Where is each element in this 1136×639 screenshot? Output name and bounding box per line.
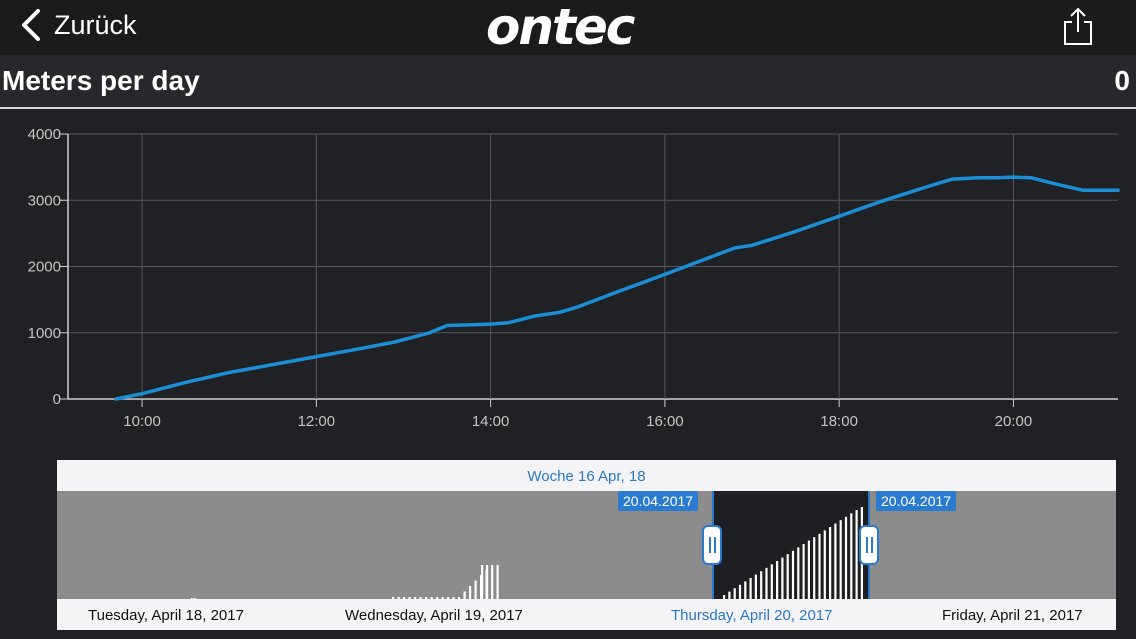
selected-range-window[interactable] [713, 491, 869, 599]
y-tick-label: 2000 [28, 259, 61, 276]
range-end-handle[interactable] [859, 525, 879, 565]
navigator-bar [408, 597, 411, 599]
navigator-bar [194, 598, 197, 599]
navigator-bar [403, 597, 406, 599]
navigator-bar [807, 540, 810, 599]
navigator-bar [844, 516, 848, 599]
range-start-handle[interactable] [702, 525, 722, 565]
navigator-bar [447, 597, 450, 599]
navigator-bar [452, 597, 455, 599]
navigator-bar [425, 597, 428, 599]
navigator-bar [823, 530, 826, 599]
chevron-left-icon [22, 9, 40, 41]
x-tick-label: 12:00 [298, 413, 336, 430]
navigator-bar [834, 523, 837, 599]
navigator-bar [733, 588, 736, 599]
navigator-bar [786, 554, 789, 599]
navigator-bar [749, 578, 752, 599]
navigator-bar [813, 537, 816, 599]
share-icon[interactable] [1062, 6, 1094, 46]
navigator-bar [829, 527, 832, 599]
navigator-bar [797, 547, 800, 599]
x-tick-label: 16:00 [646, 413, 684, 430]
navigator-bar [754, 574, 757, 599]
navigator-bar [791, 550, 795, 599]
x-tick-label: 18:00 [820, 413, 858, 430]
navigator-bar [855, 510, 858, 599]
navigator-bar [481, 565, 484, 599]
navigator-bar [436, 597, 439, 599]
page-title: Meters per day [2, 65, 200, 96]
navigator-bar [839, 520, 842, 599]
navigator-bar [491, 565, 494, 599]
back-label: Zurück [54, 9, 137, 40]
navigator-bar [776, 561, 779, 599]
x-tick-label: 14:00 [472, 413, 510, 430]
navigator-bar [463, 591, 466, 599]
y-tick-label: 1000 [28, 325, 61, 342]
top-navigation-bar: Zurück ontec [0, 0, 1136, 56]
navigator-bar [728, 591, 731, 599]
navigator-bar [486, 565, 489, 599]
navigator-bar [414, 597, 417, 599]
day-label-friday[interactable]: Friday, April 21, 2017 [942, 607, 1083, 624]
range-start-date: 20.04.2017 [618, 491, 699, 511]
title-bar: Meters per day 0 [0, 55, 1136, 109]
navigator-bar [770, 564, 773, 599]
week-label: Woche 16 Apr, 18 [57, 460, 1116, 491]
navigator-bar [441, 597, 444, 599]
navigator-bar [744, 581, 747, 599]
navigator-bar [781, 557, 784, 599]
navigator-bar [760, 571, 763, 599]
navigator-bar [738, 584, 742, 599]
navigator-bar [723, 595, 726, 599]
meters-line-chart: 0 1000 2000 3000 4000 10:00 12:00 14:00 16:00 18:… [28, 126, 1120, 430]
navigator-bar [430, 597, 433, 599]
navigator-bar [419, 597, 422, 599]
day-label-wednesday[interactable]: Wednesday, April 19, 2017 [345, 607, 523, 624]
navigator-bars [191, 507, 863, 599]
navigator-bar [765, 567, 768, 599]
navigator-bar [802, 544, 805, 599]
day-axis: Tuesday, April 18, 2017 Wednesday, April… [57, 599, 1116, 630]
back-button[interactable]: Zurück [20, 5, 137, 45]
navigator-bar [850, 513, 853, 599]
range-navigator[interactable]: Woche 16 Apr, 18 20.04.2017 20.04.2017 T… [57, 460, 1116, 630]
navigator-bar [496, 565, 499, 599]
navigator-bar [458, 597, 461, 599]
ontec-logo: ontec [486, 0, 635, 56]
total-value: 0 [1114, 65, 1130, 96]
navigator-bar [392, 597, 395, 599]
day-label-tuesday[interactable]: Tuesday, April 18, 2017 [88, 607, 244, 624]
range-end-date: 20.04.2017 [876, 491, 957, 511]
navigator-bar [191, 598, 194, 599]
navigator-bar [474, 580, 477, 599]
navigator-bar [469, 586, 472, 599]
x-tick-label: 10:00 [123, 413, 161, 430]
navigator-bar [397, 597, 400, 599]
x-tick-label: 20:00 [995, 413, 1033, 430]
y-tick-label: 0 [53, 391, 61, 408]
y-tick-label: 4000 [28, 126, 61, 143]
navigator-bar [818, 533, 821, 599]
y-tick-label: 3000 [28, 192, 61, 209]
chart-series-line [114, 175, 1120, 401]
day-label-thursday[interactable]: Thursday, April 20, 2017 [671, 607, 833, 624]
